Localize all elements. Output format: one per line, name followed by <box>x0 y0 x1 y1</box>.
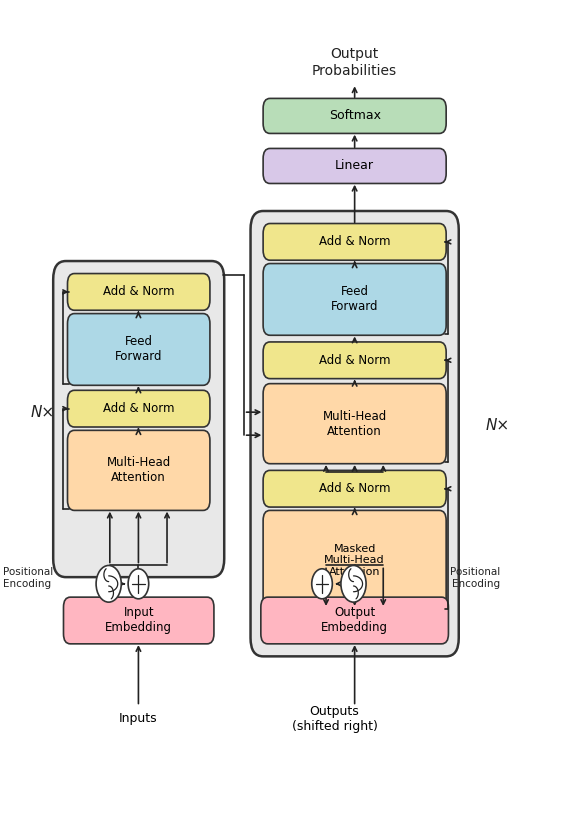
Text: Add & Norm: Add & Norm <box>103 402 174 415</box>
FancyBboxPatch shape <box>263 148 446 183</box>
Circle shape <box>341 565 366 602</box>
FancyBboxPatch shape <box>263 224 446 260</box>
FancyBboxPatch shape <box>263 342 446 379</box>
Circle shape <box>312 569 332 599</box>
Text: Positional
Encoding: Positional Encoding <box>3 567 53 589</box>
FancyBboxPatch shape <box>63 597 214 644</box>
Circle shape <box>128 569 149 599</box>
FancyBboxPatch shape <box>251 211 459 656</box>
FancyBboxPatch shape <box>67 314 210 385</box>
FancyBboxPatch shape <box>263 470 446 507</box>
Circle shape <box>96 565 121 602</box>
Text: Add & Norm: Add & Norm <box>103 285 174 299</box>
Text: N×: N× <box>486 418 510 433</box>
Text: Add & Norm: Add & Norm <box>319 235 390 249</box>
Text: Softmax: Softmax <box>329 109 380 123</box>
Text: Multi-Head
Attention: Multi-Head Attention <box>323 409 387 438</box>
FancyBboxPatch shape <box>263 264 446 335</box>
Text: Add & Norm: Add & Norm <box>319 354 390 367</box>
Text: Positional
Encoding: Positional Encoding <box>450 567 500 589</box>
Text: Multi-Head
Attention: Multi-Head Attention <box>106 456 171 485</box>
Text: Feed
Forward: Feed Forward <box>115 335 162 364</box>
FancyBboxPatch shape <box>67 430 210 510</box>
Text: Feed
Forward: Feed Forward <box>331 285 379 314</box>
Text: Output
Probabilities: Output Probabilities <box>312 48 397 78</box>
Text: Linear: Linear <box>335 159 374 173</box>
FancyBboxPatch shape <box>67 274 210 310</box>
Text: Masked
Multi-Head
Attention: Masked Multi-Head Attention <box>324 544 385 577</box>
Text: N×: N× <box>31 405 55 420</box>
FancyBboxPatch shape <box>263 384 446 464</box>
Text: Outputs
(shifted right): Outputs (shifted right) <box>292 705 378 733</box>
Text: Input
Embedding: Input Embedding <box>105 606 172 635</box>
Text: Add & Norm: Add & Norm <box>319 482 390 495</box>
Text: Inputs: Inputs <box>119 712 158 726</box>
FancyBboxPatch shape <box>263 510 446 610</box>
FancyBboxPatch shape <box>53 261 224 577</box>
FancyBboxPatch shape <box>67 390 210 427</box>
FancyBboxPatch shape <box>263 98 446 133</box>
Text: Output
Embedding: Output Embedding <box>321 606 388 635</box>
FancyBboxPatch shape <box>261 597 448 644</box>
